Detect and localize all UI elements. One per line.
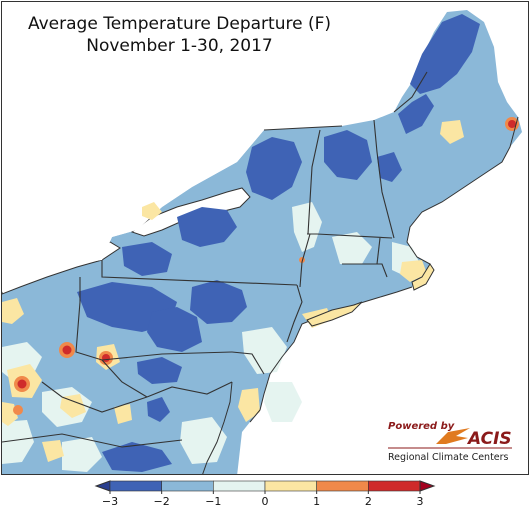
legend-bins bbox=[96, 481, 434, 491]
legend-bin-1 bbox=[162, 481, 214, 491]
map-title: Average Temperature Departure (F) bbox=[2, 14, 357, 34]
legend-tick-label: −1 bbox=[205, 495, 221, 508]
org-text: Regional Climate Centers bbox=[388, 452, 509, 463]
legend-tick-label: −3 bbox=[102, 495, 118, 508]
map-subtitle: November 1-30, 2017 bbox=[2, 36, 357, 56]
legend-bin-3 bbox=[265, 481, 317, 491]
temperature-departure-map bbox=[2, 2, 529, 475]
acis-logo: Powered by ACIS Regional Climate Centers bbox=[386, 414, 526, 464]
legend-tick-label: −2 bbox=[154, 495, 170, 508]
legend-bin-4 bbox=[317, 481, 369, 491]
legend-bin-0 bbox=[110, 481, 162, 491]
legend-tick-label: 2 bbox=[365, 495, 372, 508]
legend-under-arrow bbox=[96, 481, 110, 491]
legend-tick-label: 1 bbox=[313, 495, 320, 508]
legend-ticks: −3 −2 −1 0 1 2 3 bbox=[102, 491, 424, 508]
legend-tick-label: 3 bbox=[417, 495, 424, 508]
map-frame: Average Temperature Departure (F) Novemb… bbox=[1, 1, 529, 475]
legend-tick-label: 0 bbox=[262, 495, 269, 508]
acis-brand-text: ACIS bbox=[466, 429, 512, 449]
legend-bin-5 bbox=[368, 481, 420, 491]
powered-by-text: Powered by bbox=[388, 421, 455, 432]
color-legend: −3 −2 −1 0 1 2 3 bbox=[0, 476, 531, 511]
legend-over-arrow bbox=[420, 481, 434, 491]
legend-bin-2 bbox=[213, 481, 265, 491]
